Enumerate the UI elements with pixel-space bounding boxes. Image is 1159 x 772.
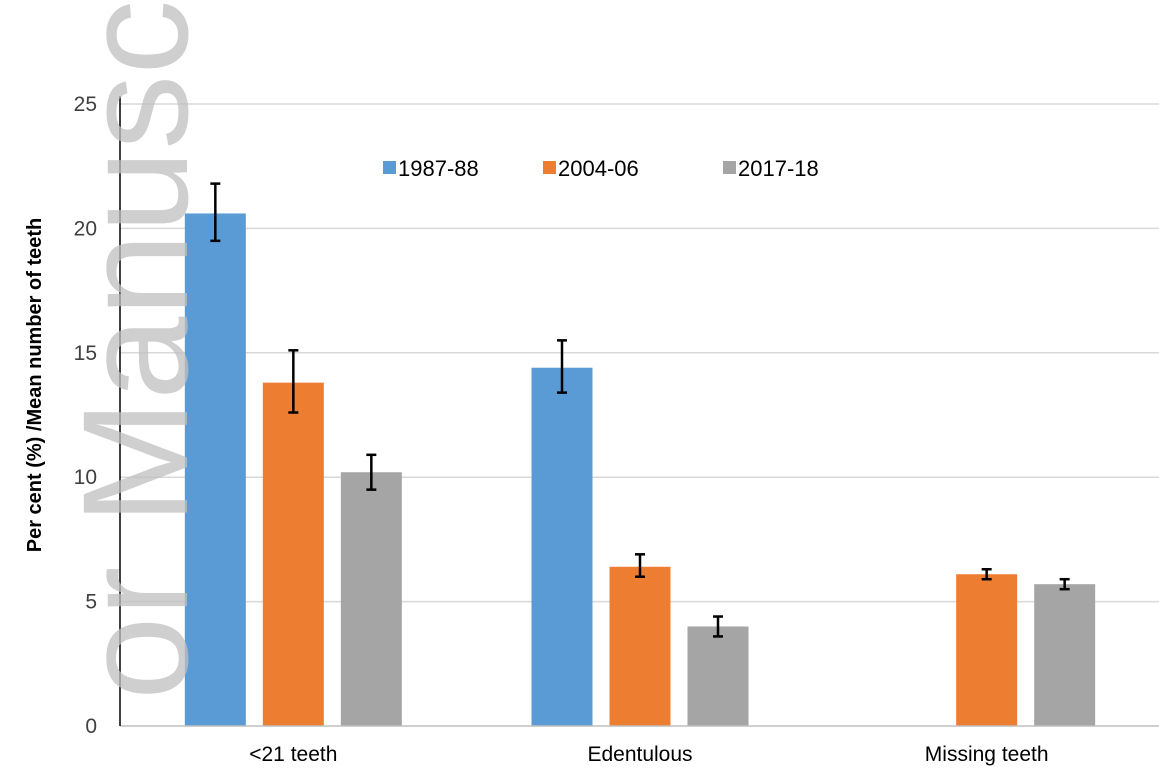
- y-tick-label: 20: [74, 217, 97, 240]
- bar: [609, 566, 671, 726]
- legend-swatch: [543, 161, 556, 174]
- bar: [531, 367, 593, 726]
- y-tick-label: 25: [74, 93, 97, 116]
- category-label: Edentulous: [587, 743, 692, 766]
- y-axis-label: Per cent (%) /Mean number of teeth: [24, 218, 46, 553]
- legend-label: 1987-88: [398, 156, 479, 181]
- bar: [184, 213, 246, 727]
- y-tick-label: 15: [74, 342, 97, 365]
- axes: [119, 96, 1159, 727]
- legend-label: 2017-18: [738, 156, 819, 181]
- y-tick-labels: 0 5 10 15 20 25: [74, 93, 97, 738]
- bar: [262, 382, 324, 726]
- category-labels: <21 teeth Edentulous Missing teeth: [249, 743, 1048, 766]
- y-tick-label: 0: [85, 715, 97, 738]
- legend-label: 2004-06: [558, 156, 639, 181]
- legend: 1987-88 2004-06 2017-18: [383, 156, 819, 181]
- bar: [340, 472, 402, 726]
- bar: [687, 626, 749, 726]
- y-tick-label: 10: [74, 466, 97, 489]
- error-bars: [210, 182, 1070, 638]
- y-tick-label: 5: [85, 591, 97, 614]
- category-label: Missing teeth: [925, 743, 1049, 766]
- bar: [1034, 584, 1096, 726]
- legend-swatch: [383, 161, 396, 174]
- legend-swatch: [723, 161, 736, 174]
- bars: [184, 213, 1096, 727]
- category-label: <21 teeth: [249, 743, 337, 766]
- watermark: or Manuscript: [51, 0, 219, 700]
- bar: [956, 574, 1018, 726]
